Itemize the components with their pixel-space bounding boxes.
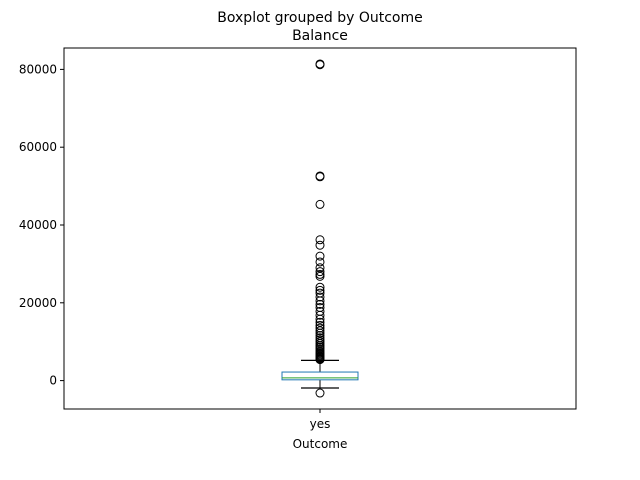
- outlier-point: [315, 302, 325, 312]
- plot-frame: [63, 47, 577, 410]
- box-iqr: [281, 371, 359, 381]
- outlier-point: [315, 59, 325, 69]
- outlier-point: [315, 282, 325, 292]
- outlier-point: [315, 306, 325, 316]
- x-tick-label: yes: [310, 417, 331, 431]
- box-group: [281, 59, 359, 398]
- outlier-point: [315, 285, 325, 295]
- x-axis-label: Outcome: [293, 437, 348, 451]
- outlier-point: [315, 317, 325, 327]
- y-tick-label: 20000: [19, 296, 57, 310]
- outlier-point: [315, 267, 325, 277]
- chart-title: Boxplot grouped by Outcome: [217, 10, 422, 26]
- outlier-point: [315, 323, 325, 333]
- outlier-point: [315, 292, 325, 302]
- y-tick-label: 40000: [19, 218, 57, 232]
- outlier-point: [315, 199, 325, 209]
- y-tick-label: 80000: [19, 62, 57, 76]
- outlier-point: [315, 333, 325, 343]
- y-axis-ticks: 0 20000 40000 60000 80000 yes: [19, 62, 331, 431]
- y-tick-label: 60000: [19, 140, 57, 154]
- outlier-point: [315, 171, 325, 181]
- chart-subtitle: Balance: [292, 28, 348, 44]
- outlier-point: [315, 288, 325, 298]
- outlier-point: [315, 251, 325, 261]
- outlier-point: [315, 257, 325, 267]
- outlier-point: [315, 299, 325, 309]
- outlier-point: [315, 235, 325, 245]
- outlier-point: [315, 326, 325, 336]
- outlier-point: [315, 388, 325, 398]
- outlier-point: [315, 269, 325, 279]
- outlier-point: [315, 330, 325, 340]
- outlier-point: [315, 271, 325, 281]
- outlier-point: [315, 263, 325, 273]
- outlier-point: [315, 240, 325, 250]
- outlier-point: [315, 320, 325, 330]
- y-tick-label: 0: [49, 374, 57, 388]
